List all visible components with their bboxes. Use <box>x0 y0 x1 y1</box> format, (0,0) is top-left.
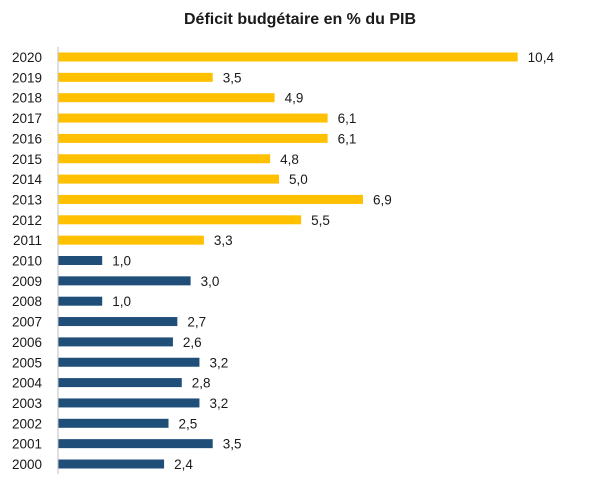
y-tick-label-2003: 2003 <box>12 396 42 411</box>
bar-2012 <box>58 215 302 225</box>
data-label-2015: 4,8 <box>280 152 299 167</box>
y-tick-label-2009: 2009 <box>12 274 42 289</box>
y-tick-label-2010: 2010 <box>12 254 42 269</box>
y-tick-label-2001: 2001 <box>12 437 42 452</box>
data-label-2018: 4,9 <box>285 91 304 106</box>
data-label-2001: 3,5 <box>223 437 242 452</box>
data-label-2004: 2,8 <box>192 376 211 391</box>
y-tick-label-2000: 2000 <box>12 457 42 472</box>
data-label-2008: 1,0 <box>112 294 131 309</box>
data-label-2007: 2,7 <box>187 315 206 330</box>
y-tick-label-2006: 2006 <box>12 335 42 350</box>
bar-2008 <box>58 296 103 306</box>
y-tick-labels: 2020 2019 2018 2017 2016 2015 2014 2013 2012 2011… <box>12 50 43 472</box>
data-label-2003: 3,2 <box>209 396 228 411</box>
data-label-2002: 2,5 <box>179 416 198 431</box>
bar-2006 <box>58 337 173 347</box>
data-label-2006: 2,6 <box>183 335 202 350</box>
y-tick-label-2018: 2018 <box>12 91 42 106</box>
data-label-2011: 3,3 <box>214 233 233 248</box>
bar-2014 <box>58 174 279 184</box>
y-tick-label-2004: 2004 <box>12 376 43 391</box>
y-tick-label-2012: 2012 <box>12 213 42 228</box>
y-tick-label-2002: 2002 <box>12 416 42 431</box>
bar-2011 <box>58 235 204 245</box>
bar-2013 <box>58 194 363 204</box>
bar-2003 <box>58 398 200 408</box>
bar-2005 <box>58 357 200 367</box>
data-label-2017: 6,1 <box>338 111 357 126</box>
y-tick-label-2008: 2008 <box>12 294 42 309</box>
bar-2004 <box>58 378 182 388</box>
bar-2016 <box>58 133 328 143</box>
y-tick-label-2014: 2014 <box>12 172 43 187</box>
data-labels: 10,4 3,5 4,9 6,1 6,1 4,8 5,0 6,9 5,5 3,3 1,0 3,0 1,0… <box>112 50 554 472</box>
bar-2009 <box>58 276 191 286</box>
bar-2010 <box>58 256 103 265</box>
chart-title: Déficit budgétaire en % du PIB <box>184 11 416 28</box>
data-label-2000: 2,4 <box>174 457 193 472</box>
y-tick-label-2011: 2011 <box>13 233 42 248</box>
bar-2018 <box>58 93 275 103</box>
bar-2002 <box>58 418 169 428</box>
y-tick-label-2019: 2019 <box>12 70 42 85</box>
data-label-2012: 5,5 <box>311 213 330 228</box>
bar-2015 <box>58 154 271 164</box>
y-tick-label-2016: 2016 <box>12 131 42 146</box>
data-label-2014: 5,0 <box>289 172 308 187</box>
y-tick-label-2020: 2020 <box>12 50 42 65</box>
bars-group <box>58 52 518 469</box>
bar-2007 <box>58 317 178 327</box>
data-label-2009: 3,0 <box>201 274 220 289</box>
data-label-2019: 3,5 <box>223 70 242 85</box>
data-label-2010: 1,0 <box>112 254 131 269</box>
bar-2020 <box>58 52 518 62</box>
bar-2001 <box>58 439 213 449</box>
y-tick-label-2017: 2017 <box>12 111 42 126</box>
y-tick-label-2015: 2015 <box>12 152 42 167</box>
data-label-2016: 6,1 <box>338 131 357 146</box>
data-label-2005: 3,2 <box>209 355 228 370</box>
data-label-2013: 6,9 <box>373 192 392 207</box>
y-tick-label-2007: 2007 <box>12 315 42 330</box>
bar-2000 <box>58 459 165 469</box>
bar-2017 <box>58 113 328 123</box>
bar-2019 <box>58 72 213 82</box>
y-tick-label-2005: 2005 <box>12 355 42 370</box>
data-label-2020: 10,4 <box>528 50 555 65</box>
y-tick-label-2013: 2013 <box>12 192 42 207</box>
